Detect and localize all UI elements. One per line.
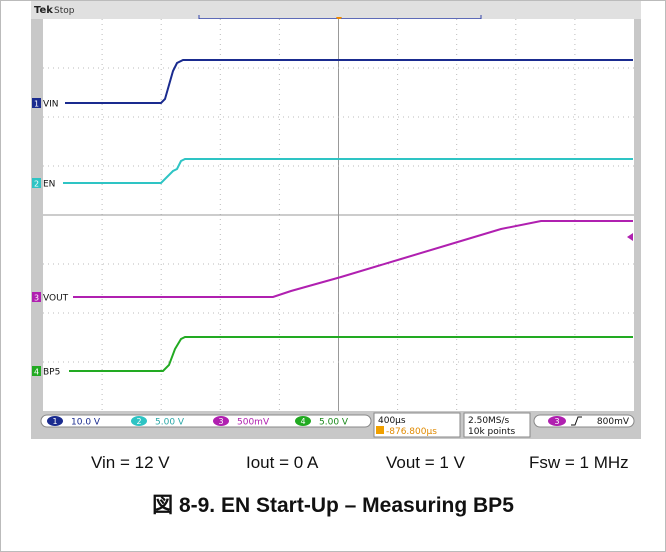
readout-number: 4 xyxy=(300,417,305,426)
readout-number: 2 xyxy=(136,417,141,426)
channel-marker xyxy=(32,292,41,302)
channel-number: 3 xyxy=(34,294,39,303)
channel-readouts xyxy=(40,414,372,428)
record-length: 10k points xyxy=(468,427,515,437)
sample-rate: 2.50MS/s xyxy=(468,416,510,426)
vin-trace xyxy=(65,59,633,104)
readout-badge xyxy=(131,416,147,426)
readout-badge xyxy=(295,416,311,426)
acquisition-box xyxy=(463,412,531,438)
condition: Fsw = 1 MHz xyxy=(529,453,629,472)
vout-trace xyxy=(73,220,633,298)
channel-label: BP5 xyxy=(43,368,60,378)
brand: Tek xyxy=(34,5,53,16)
timebase-box xyxy=(373,412,461,438)
channel-marker xyxy=(32,98,41,108)
channel-marker xyxy=(32,366,41,376)
trigger-position: -876.800µs xyxy=(386,427,437,437)
trigger-channel: 3 xyxy=(554,417,559,426)
channel-number: 2 xyxy=(34,180,39,189)
readout-number: 1 xyxy=(52,417,57,426)
trigger-slope xyxy=(571,416,582,426)
timebase: 400µs xyxy=(378,416,406,426)
readout-scale: 500mV xyxy=(237,418,270,428)
bp5-trace xyxy=(69,336,633,372)
condition: Vout = 1 V xyxy=(386,453,465,472)
figure-title: 図 8-9. EN Start-Up – Measuring BP5 xyxy=(152,494,514,517)
channel-number: 1 xyxy=(34,100,39,109)
readout-scale: 5.00 V xyxy=(155,418,185,428)
readout-scale: 10.0 V xyxy=(71,418,101,428)
top-bar xyxy=(31,1,641,19)
trigger-level-marker xyxy=(627,233,633,241)
condition: Vin = 12 V xyxy=(91,453,170,472)
readout-badge xyxy=(47,416,63,426)
channel-label: VIN xyxy=(43,100,59,110)
channel-number: 4 xyxy=(34,368,39,377)
condition: Iout = 0 A xyxy=(246,453,319,472)
channel-label: EN xyxy=(43,180,55,190)
channel-label: VOUT xyxy=(43,294,69,304)
en-trace xyxy=(63,158,633,184)
trigger-channel-badge xyxy=(548,416,566,426)
readout-number: 3 xyxy=(218,417,223,426)
readout-badge xyxy=(213,416,229,426)
readout-scale: 5.00 V xyxy=(319,418,349,428)
scope-screen: Tek Stop 1 VIN 2 EN 3 VOUT 4 BP5 1 10.0 V 2 5.00 V… xyxy=(31,1,641,439)
status: Stop xyxy=(54,6,75,16)
trigger-level: 800mV xyxy=(597,417,630,427)
trigger-icon xyxy=(376,426,384,434)
channel-marker xyxy=(32,178,41,188)
